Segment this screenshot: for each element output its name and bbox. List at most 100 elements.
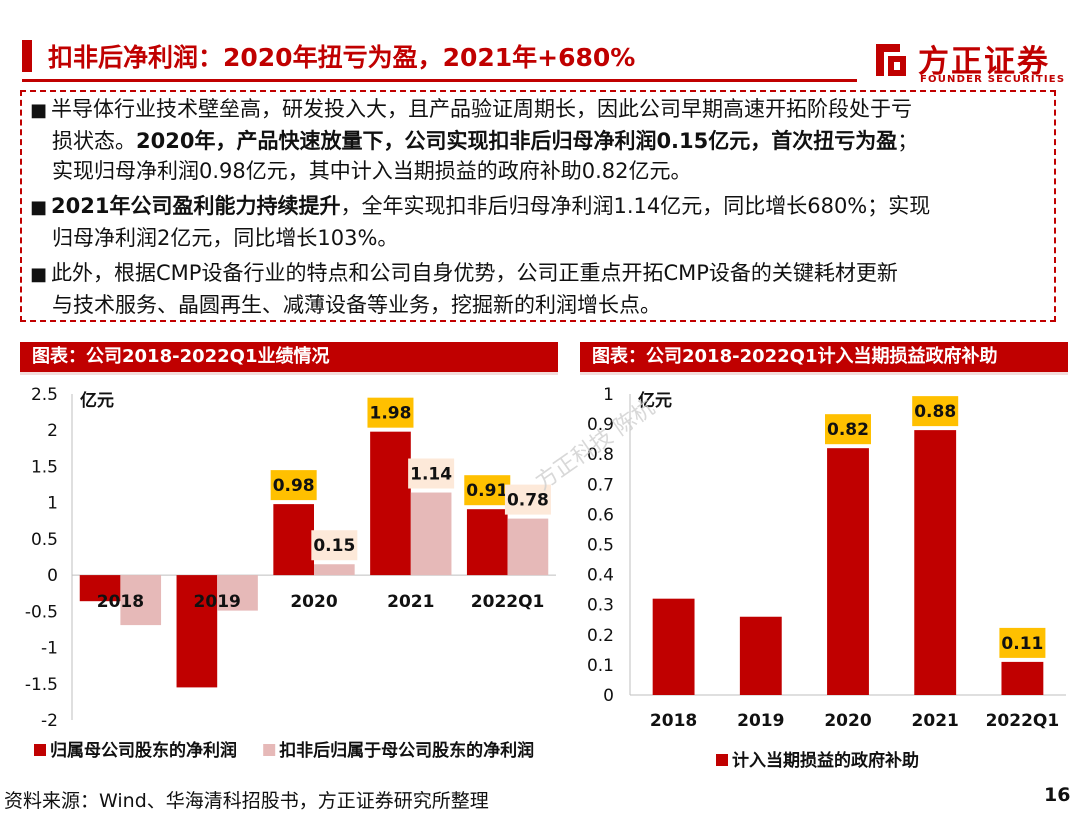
y-tick-label: 0 bbox=[603, 686, 614, 706]
bullet-2: ■ 2021年公司盈利能力持续提升，全年实现扣非后归母净利润1.14亿元，同比增长… bbox=[30, 191, 1046, 253]
title-underline bbox=[22, 79, 857, 82]
x-category-label: 2020 bbox=[290, 592, 337, 612]
y-tick-label: 1.5 bbox=[31, 457, 58, 477]
data-label: 0.88 bbox=[914, 402, 956, 422]
gov-subsidy-chart: 1 0.9 0.8 0.7 0.6 0.5 0.4 0.3 0.2 0.1 0 亿元 2018 2019 0… bbox=[587, 385, 1066, 771]
y-unit-label: 亿元 bbox=[80, 390, 114, 411]
data-label-box bbox=[408, 458, 455, 489]
data-label-box bbox=[504, 484, 551, 515]
x-category-label: 2018 bbox=[97, 592, 144, 612]
left-panel-title: 图表：公司2018-2022Q1业绩情况 bbox=[20, 342, 558, 372]
y-tick-label: 0.3 bbox=[587, 596, 614, 616]
bullet-1: ■ 半导体行业技术壁垒高，研发投入大，且产品验证周期长，因此公司早期高速开拓阶段处… bbox=[30, 94, 1046, 186]
bullet-1-line-1: 半导体行业技术壁垒高，研发投入大，且产品验证周期长，因此公司早期高速开拓阶段处于… bbox=[51, 97, 913, 121]
x-category-label: 2018 bbox=[650, 711, 697, 731]
x-category-label: 2022Q1 bbox=[471, 592, 545, 612]
bullet-2-line-2: 归母净利润2亿元，同比增长103%。 bbox=[52, 226, 399, 250]
y-tick-label: 0.7 bbox=[587, 475, 614, 495]
data-label: 0.15 bbox=[313, 536, 355, 556]
source-note: 资料来源：Wind、华海清科招股书，方正证券研究所整理 bbox=[4, 790, 489, 812]
data-label-box bbox=[270, 470, 317, 501]
y-tick-label: 2 bbox=[47, 421, 58, 441]
data-label-box bbox=[464, 475, 511, 506]
bar-secondary bbox=[410, 492, 452, 576]
y-tick-label: 0.8 bbox=[587, 445, 614, 465]
y-tick-label: -1.5 bbox=[25, 675, 58, 695]
page-title: 扣非后净利润：2020年扭亏为盈，2021年+680% bbox=[48, 43, 636, 72]
data-label: 0.82 bbox=[827, 420, 869, 440]
x-category-label: 2021 bbox=[387, 592, 434, 612]
bar-primary bbox=[273, 504, 314, 576]
bullet-marker: ■ bbox=[30, 100, 48, 121]
bar-primary bbox=[827, 448, 869, 695]
bar-primary bbox=[914, 430, 957, 695]
y-tick-label: 0.6 bbox=[587, 505, 614, 525]
bar-secondary bbox=[120, 575, 162, 626]
bullet-marker: ■ bbox=[30, 264, 48, 285]
y-tick-label: 1 bbox=[603, 385, 614, 405]
bullet-3-line-1: 此外，根据CMP设备行业的特点和公司自身优势，公司正重点开拓CMP设备的关键耗材… bbox=[51, 261, 898, 285]
bullet-1-line-3: 实现归母净利润0.98亿元，其中计入当期损益的政府补助0.82亿元。 bbox=[52, 159, 692, 183]
bar-primary bbox=[79, 575, 121, 602]
bullet-2-line-1b: ，全年实现扣非后归母净利润1.14亿元，同比增长680%；实现 bbox=[340, 194, 931, 218]
net-profit-chart: 2.5 2 1.5 1 0.5 0 -0.5 -1 -1.5 -2 亿元 2018 2019 0.98 0.… bbox=[25, 385, 556, 761]
y-tick-label: 2.5 bbox=[31, 385, 58, 405]
y-tick-label: 0.5 bbox=[31, 530, 58, 550]
legend-swatch bbox=[716, 754, 728, 766]
legend-label: 计入当期损益的政府补助 bbox=[732, 750, 919, 771]
data-label: 0.98 bbox=[273, 476, 315, 496]
x-category-label: 2020 bbox=[824, 711, 871, 731]
legend-label: 归属母公司股东的净利润 bbox=[50, 740, 237, 761]
bar-primary bbox=[652, 598, 695, 695]
y-tick-label: 0.1 bbox=[587, 656, 614, 676]
y-tick-label: 0.9 bbox=[587, 415, 614, 435]
bar-primary bbox=[176, 575, 218, 688]
data-label-box bbox=[999, 627, 1046, 658]
logo-english-name: FOUNDER SECURITIES bbox=[920, 74, 1066, 85]
data-label-box bbox=[825, 414, 871, 445]
y-tick-label: -2 bbox=[41, 711, 58, 731]
y-tick-label: 0.5 bbox=[587, 536, 614, 556]
data-label-box bbox=[912, 396, 959, 427]
data-label: 0.11 bbox=[1001, 634, 1043, 654]
bar-primary bbox=[739, 616, 782, 695]
x-category-label: 2019 bbox=[737, 711, 784, 731]
page-number: 16 bbox=[1044, 784, 1071, 806]
bullet-1-line-2a: 损状态。 bbox=[52, 129, 136, 153]
data-label-box bbox=[367, 397, 414, 428]
title-accent-bar bbox=[22, 40, 32, 72]
bullet-3-line-2: 与技术服务、晶圆再生、减薄设备等业务，挖掘新的利润增长点。 bbox=[52, 293, 661, 317]
y-tick-label: -0.5 bbox=[25, 602, 58, 622]
right-panel-underline bbox=[580, 372, 1068, 375]
data-label: 1.98 bbox=[369, 404, 411, 424]
y-tick-label: 0.4 bbox=[587, 566, 614, 586]
y-tick-label: 0 bbox=[47, 566, 58, 586]
bullet-marker: ■ bbox=[30, 197, 48, 218]
bar-secondary bbox=[217, 575, 258, 611]
y-tick-label: 1 bbox=[47, 494, 58, 514]
founder-logo-icon bbox=[876, 44, 906, 76]
bar-primary bbox=[370, 431, 411, 576]
bar-primary bbox=[1001, 661, 1044, 695]
x-category-label: 2019 bbox=[194, 592, 241, 612]
y-tick-label: 0.2 bbox=[587, 626, 614, 646]
data-label: 0.91 bbox=[466, 481, 508, 501]
y-unit-label: 亿元 bbox=[638, 390, 672, 411]
data-label-box bbox=[311, 530, 358, 561]
legend-label: 扣非后归属于母公司股东的净利润 bbox=[279, 740, 534, 761]
bullet-3: ■ 此外，根据CMP设备行业的特点和公司自身优势，公司正重点开拓CMP设备的关键耗… bbox=[30, 258, 1046, 320]
left-panel-underline bbox=[20, 372, 558, 375]
logo-chinese-name: 方正证券 bbox=[918, 44, 1050, 80]
bar-secondary bbox=[314, 564, 355, 576]
bar-primary bbox=[466, 509, 508, 576]
right-panel-title: 图表：公司2018-2022Q1计入当期损益政府补助 bbox=[580, 342, 1068, 372]
bullet-1-line-2-bold: 2020年，产品快速放量下，公司实现扣非后归母净利润0.15亿元，首次扭亏为盈 bbox=[136, 129, 898, 153]
legend-swatch bbox=[34, 744, 46, 756]
bullet-2-line-1-bold: 2021年公司盈利能力持续提升 bbox=[51, 194, 341, 218]
y-tick-label: -1 bbox=[41, 639, 58, 659]
data-label: 0.78 bbox=[507, 491, 549, 511]
bullet-1-line-2c: ； bbox=[897, 129, 919, 153]
bar-secondary bbox=[507, 518, 549, 576]
x-category-label: 2022Q1 bbox=[986, 711, 1060, 731]
x-category-label: 2021 bbox=[912, 711, 959, 731]
